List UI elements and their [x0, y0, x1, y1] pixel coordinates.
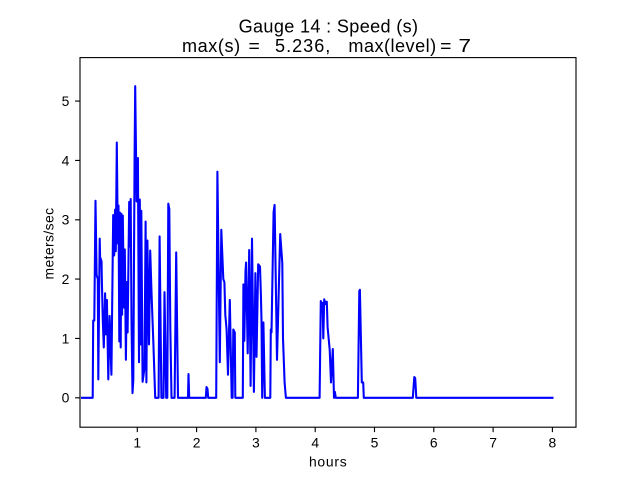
- svg-text:1: 1: [133, 435, 141, 451]
- svg-text:3: 3: [252, 435, 260, 451]
- svg-text:7: 7: [489, 435, 497, 451]
- svg-text:5.236,: 5.236,: [275, 36, 331, 56]
- svg-text:6: 6: [430, 435, 438, 451]
- svg-text:hours: hours: [309, 454, 348, 470]
- svg-text:7: 7: [458, 36, 471, 56]
- svg-text:8: 8: [549, 435, 557, 451]
- svg-text:max(s): max(s): [182, 36, 241, 56]
- svg-text:=: =: [440, 36, 451, 56]
- svg-text:3: 3: [62, 212, 70, 228]
- svg-text:max(level): max(level): [348, 36, 436, 56]
- svg-text:meters/sec: meters/sec: [41, 208, 57, 280]
- svg-text:5: 5: [62, 93, 70, 109]
- svg-text:2: 2: [193, 435, 201, 451]
- svg-text:1: 1: [62, 330, 70, 346]
- svg-text:0: 0: [62, 390, 70, 406]
- svg-text:2: 2: [62, 271, 70, 287]
- svg-text:4: 4: [62, 152, 70, 168]
- svg-text:4: 4: [311, 435, 319, 451]
- svg-text:5: 5: [371, 435, 379, 451]
- svg-text:=: =: [249, 36, 260, 56]
- svg-text:Gauge 14 : Speed (s): Gauge 14 : Speed (s): [239, 16, 419, 36]
